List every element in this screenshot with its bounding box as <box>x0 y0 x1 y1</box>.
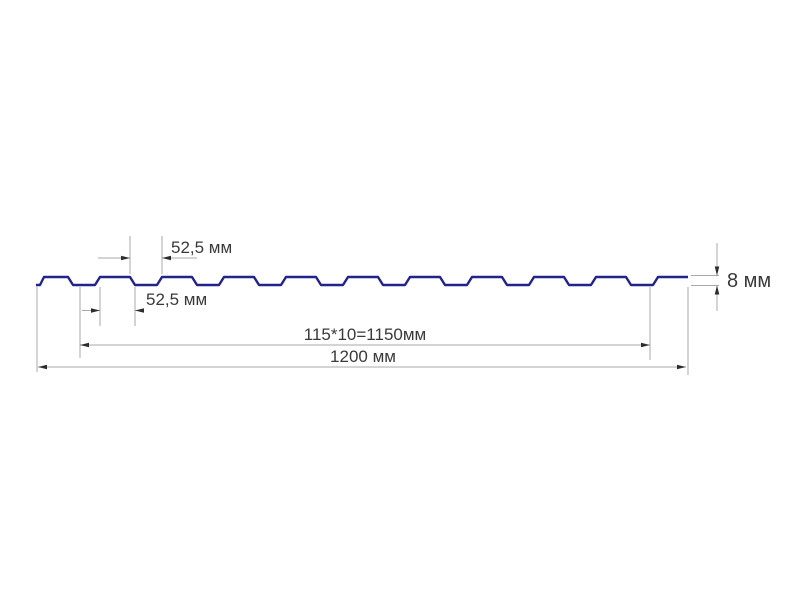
sheet-profile-line <box>36 275 688 287</box>
arrowhead <box>714 285 720 295</box>
arrowhead <box>91 308 100 313</box>
arrowhead <box>38 364 47 370</box>
arrowhead <box>135 308 144 313</box>
dim-label-groove-width: 52,5 мм <box>171 238 232 257</box>
dim-label-overall-width: 1200 мм <box>330 347 396 366</box>
dimension-overall-width: 1200 мм <box>38 347 686 370</box>
arrowhead <box>80 342 89 348</box>
dimension-crest-width: 52,5 мм <box>82 290 207 313</box>
dim-label-crest-width: 52,5 мм <box>146 290 207 309</box>
arrowhead <box>641 342 650 348</box>
arrowhead <box>677 364 686 370</box>
dim-label-working-width: 115*10=1150мм <box>304 325 427 344</box>
arrowhead <box>162 255 171 261</box>
dimension-profile-height: 8 мм <box>714 243 771 311</box>
dimension-working-width: 115*10=1150мм <box>80 325 650 348</box>
arrowhead <box>714 266 720 276</box>
arrowhead <box>121 255 130 261</box>
dimension-groove-width: 52,5 мм <box>98 238 232 261</box>
dim-label-profile-height: 8 мм <box>727 270 771 292</box>
